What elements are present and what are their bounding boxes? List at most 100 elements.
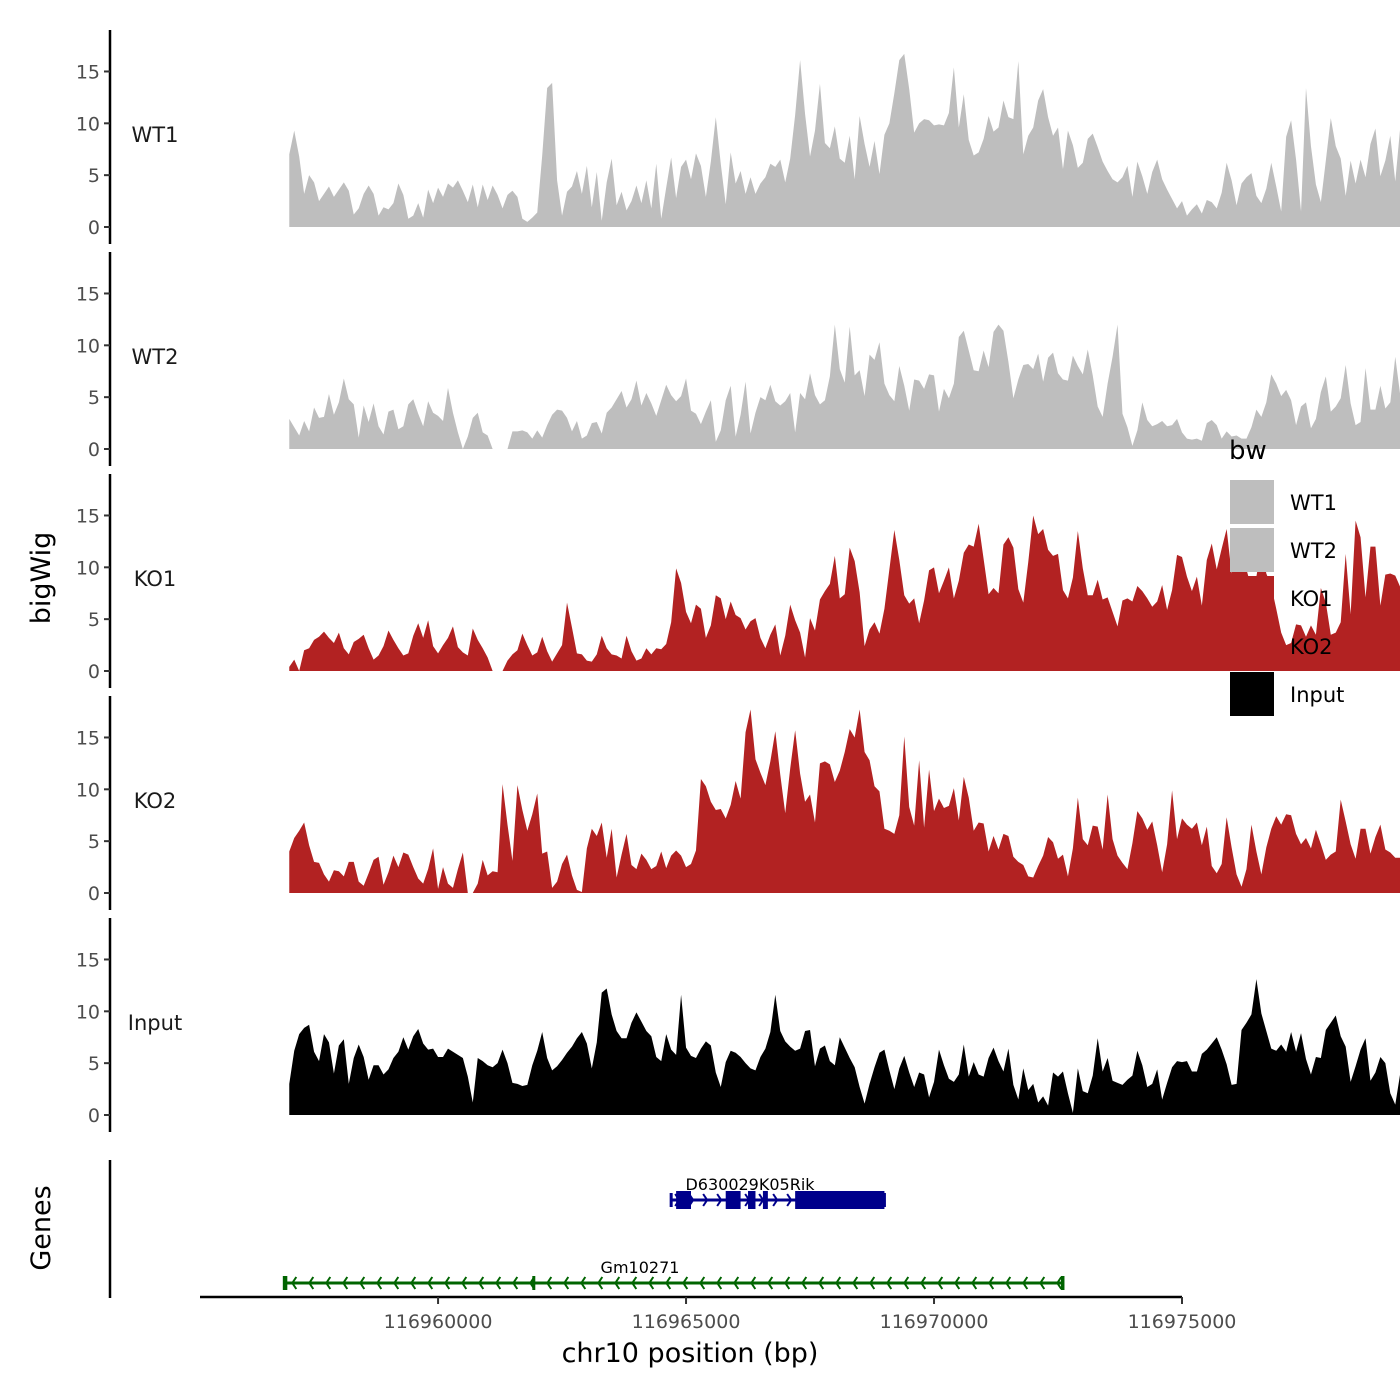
strand-chevron [376, 1276, 383, 1290]
strand-chevron [988, 1276, 995, 1290]
strand-chevron [954, 1276, 961, 1290]
y-tick-label: 5 [88, 831, 100, 853]
area-KO1 [289, 515, 1400, 671]
strand-chevron [478, 1276, 485, 1290]
exon [762, 1191, 768, 1209]
y-tick-label: 10 [76, 779, 100, 801]
strand-chevron [920, 1276, 927, 1290]
track-label: Input [128, 1011, 182, 1035]
exon [1060, 1276, 1064, 1290]
legend-label: WT1 [1290, 491, 1337, 515]
legend-item-WT2: WT2 [1230, 528, 1337, 572]
gene-Gm10271: Gm10271 [282, 1258, 1065, 1290]
y-tick-label: 5 [88, 387, 100, 409]
strand-chevron [784, 1276, 791, 1290]
area-WT1 [289, 53, 1400, 227]
gene-D630029K05Rik: D630029K05Rik [669, 1175, 886, 1209]
track-label: WT1 [132, 123, 179, 147]
strand-chevron [937, 1276, 944, 1290]
x-tick-label: 116975000 [1128, 1311, 1237, 1333]
y-tick-label: 5 [88, 165, 100, 187]
exon [532, 1276, 536, 1290]
gene-label: Gm10271 [601, 1258, 680, 1277]
x-tick-label: 116970000 [880, 1311, 989, 1333]
strand-chevron [835, 1276, 842, 1290]
y-tick-label: 15 [76, 727, 100, 749]
strand-chevron [801, 1276, 808, 1290]
strand-chevron [580, 1276, 587, 1290]
y-tick-label: 15 [76, 949, 100, 971]
strand-chevron [971, 1276, 978, 1290]
strand-chevron [308, 1276, 315, 1290]
y-tick-label: 0 [88, 661, 100, 683]
legend-item-Input: Input [1230, 672, 1344, 716]
strand-chevron [665, 1276, 672, 1290]
strand-chevron [495, 1276, 502, 1290]
strand-chevron [786, 1193, 793, 1207]
strand-chevron [597, 1276, 604, 1290]
legend-label: KO1 [1290, 587, 1333, 611]
strand-chevron [1022, 1276, 1029, 1290]
legend-swatch [1230, 576, 1274, 620]
strand-chevron [903, 1276, 910, 1290]
y-tick-label: 15 [76, 505, 100, 527]
y-axis-title: bigWig [26, 532, 57, 625]
exon [725, 1191, 741, 1209]
y-tick-label: 0 [88, 439, 100, 461]
legend: bw WT1 WT2 KO1 KO2 Input [1229, 436, 1344, 716]
track-label: KO1 [134, 567, 177, 591]
strand-chevron [648, 1276, 655, 1290]
y-tick-label: 10 [76, 557, 100, 579]
track-label: KO2 [134, 789, 177, 813]
strand-chevron [767, 1276, 774, 1290]
strand-chevron [444, 1276, 451, 1290]
strand-chevron [699, 1276, 706, 1290]
y-tick-label: 0 [88, 883, 100, 905]
strand-chevron [410, 1276, 417, 1290]
strand-chevron [1039, 1276, 1046, 1290]
legend-item-KO1: KO1 [1230, 576, 1333, 620]
gene-label: D630029K05Rik [685, 1175, 815, 1194]
strand-chevron [702, 1193, 709, 1207]
strand-chevron [427, 1276, 434, 1290]
legend-swatch [1230, 672, 1274, 716]
exon [748, 1191, 756, 1209]
strand-chevron [325, 1276, 332, 1290]
x-axis: 116960000 116965000 116970000 116975000 [200, 1295, 1237, 1333]
strand-chevron [772, 1193, 779, 1207]
area-KO2 [289, 709, 1400, 893]
area-Input [289, 979, 1400, 1115]
exon [284, 1276, 288, 1290]
genes-panel: D630029K05Rik Gm10271 [108, 1160, 1065, 1298]
x-tick-label: 116965000 [632, 1311, 741, 1333]
legend-title: bw [1229, 436, 1267, 466]
strand-chevron [393, 1276, 400, 1290]
strand-chevron [342, 1276, 349, 1290]
strand-chevron [614, 1276, 621, 1290]
y-tick-label: 10 [76, 1001, 100, 1023]
track-KO2: 0 5 10 15 KO2 [76, 696, 1400, 910]
y-tick-label: 15 [76, 283, 100, 305]
y-tick-label: 10 [76, 113, 100, 135]
legend-swatch [1230, 480, 1274, 524]
legend-label: Input [1290, 683, 1344, 707]
y-tick-label: 5 [88, 1053, 100, 1075]
exon [676, 1191, 691, 1209]
strand-chevron [750, 1276, 757, 1290]
strand-chevron [818, 1276, 825, 1290]
legend-label: KO2 [1290, 635, 1333, 659]
strand-chevron [291, 1276, 298, 1290]
x-tick-label: 116960000 [384, 1311, 493, 1333]
track-KO1: 0 5 10 15 KO1 [76, 474, 1400, 688]
track-WT1: 0 5 10 15 WT1 [76, 30, 1400, 244]
y-tick-label: 15 [76, 61, 100, 83]
signal-tracks: 0 5 10 15 WT1 0 5 10 15 WT2 0 5 10 15 KO1 0 5 10 15 KO2 0 5 10… [76, 30, 1400, 1132]
genes-axis-title: Genes [26, 1185, 57, 1270]
strand-chevron [852, 1276, 859, 1290]
strand-chevron [1005, 1276, 1012, 1290]
legend-swatch [1230, 624, 1274, 668]
y-tick-label: 10 [76, 335, 100, 357]
y-tick-label: 0 [88, 1105, 100, 1127]
strand-chevron [733, 1276, 740, 1290]
